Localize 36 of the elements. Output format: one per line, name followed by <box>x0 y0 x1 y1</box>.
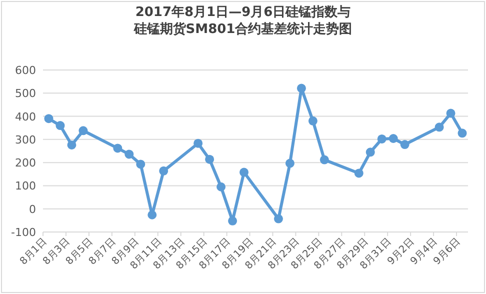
point <box>296 84 306 93</box>
point <box>366 148 375 157</box>
point <box>44 114 54 124</box>
point <box>308 116 318 126</box>
point <box>240 168 249 177</box>
y-tick-label: 100 <box>15 180 36 193</box>
point <box>78 126 88 136</box>
point <box>446 108 456 118</box>
point <box>113 144 122 153</box>
point <box>136 160 146 169</box>
y-tick-label: 200 <box>15 156 36 170</box>
point <box>56 121 65 130</box>
point <box>148 210 157 220</box>
point <box>274 214 283 224</box>
point <box>228 216 238 226</box>
y-tick-label: 300 <box>15 133 36 146</box>
point <box>354 168 364 178</box>
point <box>320 155 329 164</box>
point <box>124 150 134 159</box>
point <box>205 154 214 164</box>
y-tick-label: 500 <box>15 87 36 100</box>
y-tick-label: 0 <box>29 202 36 216</box>
point <box>377 134 386 144</box>
point <box>285 158 294 168</box>
y-tick-label: 400 <box>15 110 36 124</box>
point <box>388 134 398 144</box>
point <box>434 122 444 132</box>
point <box>458 128 467 138</box>
point <box>194 138 203 148</box>
y-tick-label: 600 <box>15 64 36 77</box>
point <box>159 166 168 176</box>
point <box>400 140 410 150</box>
point <box>216 182 226 192</box>
y-tick-label: -100 <box>11 226 36 239</box>
chart-title: 2017年8月1日—9月6日硅锰指数与硅锰期货SM801合约基差统计走势图 <box>132 4 354 38</box>
point <box>67 140 76 150</box>
